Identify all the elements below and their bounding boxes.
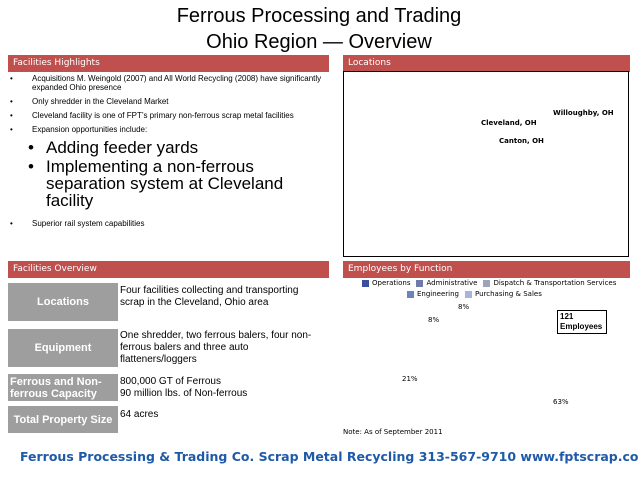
legend-swatch <box>362 279 369 287</box>
highlight-subtext: Adding feeder yards <box>46 138 199 157</box>
section-bar-overview: Facilities Overview <box>8 261 329 278</box>
highlight-text: Acquisitions M. Weingold (2007) and All … <box>32 74 322 92</box>
footer-contact: Ferrous Processing & Trading Co. Scrap M… <box>20 449 638 464</box>
map-label-willoughby: Willoughby, OH <box>553 109 614 117</box>
legend-swatch <box>407 290 414 298</box>
page-title-line-1: Ferrous Processing and Trading <box>176 5 462 27</box>
legend-label: Purchasing & Sales <box>475 290 542 298</box>
highlight-subitem: • Adding feeder yards <box>8 139 328 156</box>
bullet-icon: • <box>10 125 13 134</box>
legend-label: Dispatch & Transportation Services <box>493 279 617 287</box>
highlight-item: • Only shredder in the Cleveland Market <box>8 97 338 106</box>
capacity-ferrous: 800,000 GT of Ferrous <box>120 376 221 387</box>
map-label-canton: Canton, OH <box>499 137 544 145</box>
overview-label-capacity: Ferrous and Non-ferrous Capacity <box>8 374 118 401</box>
bullet-icon: • <box>10 219 13 228</box>
overview-text-equipment: One shredder, two ferrous balers, four n… <box>120 330 312 365</box>
data-label-administrative: 21% <box>402 375 418 383</box>
overview-label-equipment: Equipment <box>8 329 118 367</box>
highlight-text: Only shredder in the Cleveland Market <box>32 97 169 106</box>
highlight-item: • Acquisitions M. Weingold (2007) and All… <box>8 74 338 92</box>
section-bar-locations: Locations <box>343 55 630 72</box>
bullet-icon: • <box>28 138 34 157</box>
employee-count-label: Employees <box>560 322 603 331</box>
locations-map: Willoughby, OH Cleveland, OH Canton, OH <box>343 71 629 257</box>
bullet-icon: • <box>28 157 34 176</box>
section-bar-highlights: Facilities Highlights <box>8 55 329 72</box>
map-label-cleveland: Cleveland, OH <box>481 119 537 127</box>
overview-text-locations: Four facilities collecting and transport… <box>120 285 320 309</box>
data-label-purchasing: 8% <box>428 316 440 324</box>
legend-swatch <box>483 279 491 287</box>
capacity-nonferrous: 90 million lbs. of Non-ferrous <box>120 388 248 399</box>
highlight-subitem: • Implementing a non-ferrous separation s… <box>8 158 328 209</box>
overview-locations-value: Four facilities collecting and transport… <box>120 285 299 308</box>
page-title-line-2: Ohio Region — Overview <box>206 31 432 53</box>
overview-text-property: 64 acres <box>120 409 159 420</box>
bullet-icon: • <box>10 111 13 120</box>
highlight-text: Expansion opportunities include: <box>32 125 148 134</box>
data-label-operations: 63% <box>553 398 569 406</box>
highlight-text: Cleveland facility is one of FPT’s prima… <box>32 111 294 120</box>
section-bar-employees: Employees by Function <box>343 261 630 278</box>
data-label-dispatch: 8% <box>458 303 470 311</box>
chart-legend-row-1: Operations Administrative Dispatch & Tra… <box>362 279 616 287</box>
legend-label: Administrative <box>426 279 478 287</box>
overview-text-capacity: 800,000 GT of Ferrous 90 million lbs. of… <box>120 376 325 400</box>
legend-label: Operations <box>372 279 411 287</box>
employee-count: 121 <box>560 312 574 321</box>
chart-note: Note: As of September 2011 <box>343 428 443 436</box>
legend-label: Engineering <box>417 290 459 298</box>
highlight-item: • Cleveland facility is one of FPT’s prim… <box>8 111 338 120</box>
legend-swatch <box>416 279 424 287</box>
chart-legend-row-2: Engineering Purchasing & Sales <box>407 290 542 298</box>
highlight-item: • Superior rail system capabilities <box>8 219 338 228</box>
bullet-icon: • <box>10 97 13 106</box>
bullet-icon: • <box>10 74 13 83</box>
overview-label-locations: Locations <box>8 283 118 321</box>
highlight-item: • Expansion opportunities include: <box>8 125 338 134</box>
highlight-text: Superior rail system capabilities <box>32 219 145 228</box>
highlights-list: • Acquisitions M. Weingold (2007) and All… <box>8 74 338 233</box>
employee-count-callout: 121 Employees <box>557 310 607 334</box>
legend-swatch <box>465 290 472 298</box>
highlight-subtext: Implementing a non-ferrous separation sy… <box>46 157 284 210</box>
overview-label-property: Total Property Size <box>8 406 118 433</box>
